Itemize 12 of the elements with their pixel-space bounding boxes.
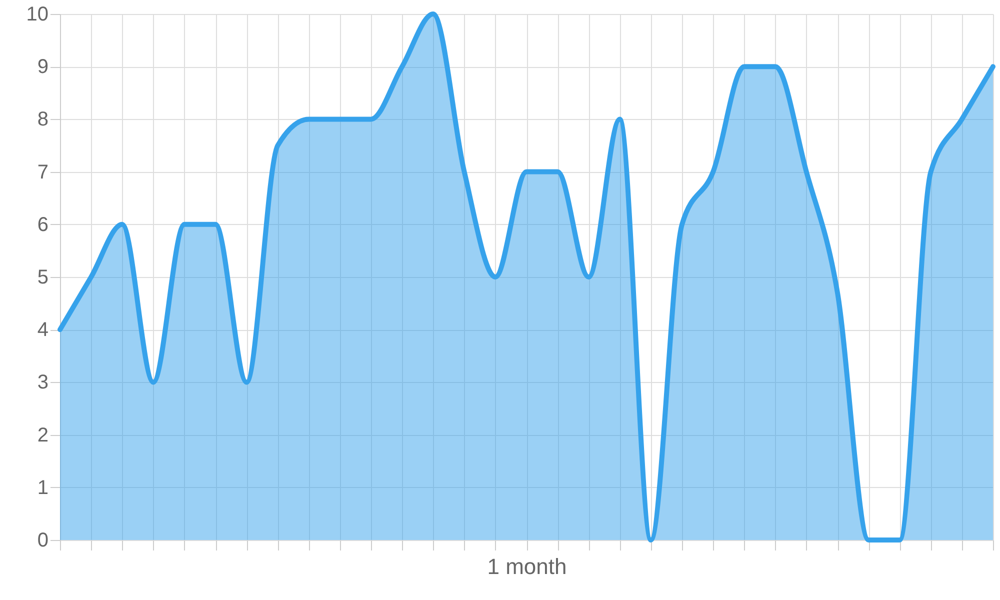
x-axis-title: 1 month xyxy=(487,554,567,579)
y-tick-label: 4 xyxy=(37,319,48,342)
y-tick-label: 6 xyxy=(37,214,48,236)
y-tick-label: 0 xyxy=(37,530,48,552)
y-tick-label: 10 xyxy=(26,4,48,26)
y-tick-label: 8 xyxy=(37,108,48,131)
y-tick-label: 7 xyxy=(37,161,48,184)
y-tick-label: 5 xyxy=(37,266,48,288)
y-tick-label: 3 xyxy=(37,372,48,394)
y-tick-label: 1 xyxy=(37,476,48,499)
y-tick-label: 9 xyxy=(37,56,48,78)
y-tick-label: 2 xyxy=(37,424,48,446)
